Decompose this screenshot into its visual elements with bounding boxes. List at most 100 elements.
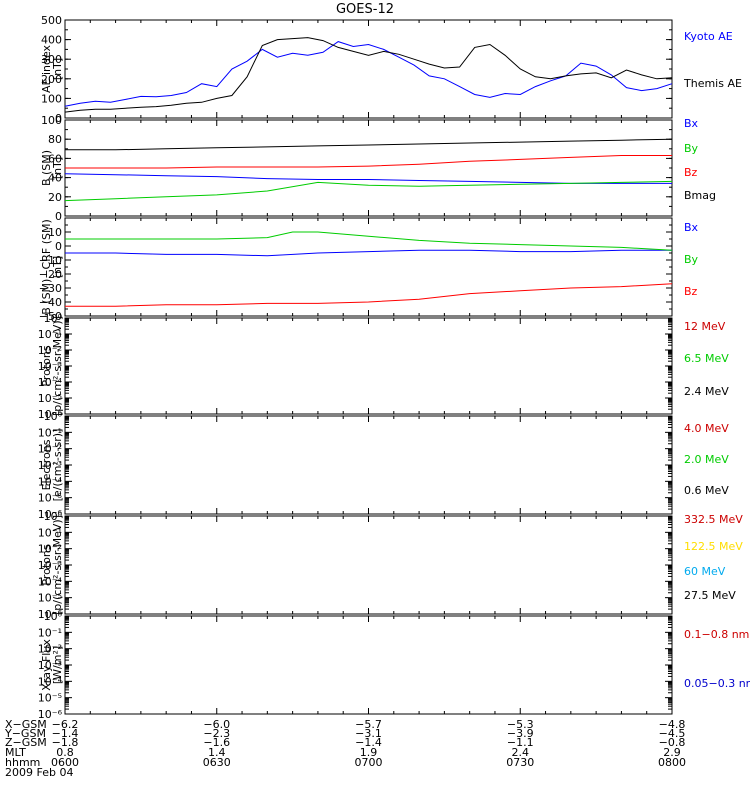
y-axis-label: B (SM) [40, 150, 53, 186]
x-row-value: 1.4 [208, 746, 226, 759]
x-row-value: 2.4 [512, 746, 530, 759]
plot-title: GOES-12 [336, 2, 394, 17]
y-axis-unit: [nT] [51, 58, 64, 80]
series-line-by [64, 180, 673, 202]
panel-frame [64, 19, 673, 119]
panel-6: 10⁰ 10⁻¹ 10⁻² 10⁻³ 10⁻⁴ 10⁻⁵ 10⁻⁶ Protons[p/(cm… [38, 510, 743, 621]
y-tick-label: 10⁻⁴ [38, 675, 63, 688]
y-tick-label: 10⁰ [44, 410, 63, 423]
series-line-bz [65, 283, 673, 307]
y-tick-label: 80 [48, 133, 62, 146]
series-line-bx [65, 249, 672, 257]
x-row-value: 0630 [203, 756, 231, 769]
series-line-by [65, 231, 673, 251]
legend-entry: Bmag [684, 189, 716, 202]
y-tick-label: 10⁻¹ [38, 328, 62, 341]
legend-entry: Themis AE [683, 77, 742, 90]
x-row-value: −6.0 [203, 718, 230, 731]
y-tick-label: 10⁻⁵ [38, 692, 62, 705]
panel-frame [64, 615, 673, 715]
x-axis-info: X−GSM −6.2 −6.0 −5.7 −5.3 −4.8 Y−GSM −1.4 −2.3 −3… [4, 718, 686, 779]
panel-frame [64, 317, 673, 415]
series-line-kyoto-ae [64, 41, 673, 107]
legend-entry: 2.0 MeV [684, 453, 729, 466]
legend-entry: 0.6 MeV [684, 484, 729, 497]
y-tick-label: −40 [39, 296, 62, 309]
y-tick-label: 500 [41, 14, 62, 27]
y-axis-label: B (SM)−CRF (SM) [40, 219, 53, 315]
y-tick-label: 10⁻² [38, 543, 62, 556]
legend-entry: By [684, 253, 699, 266]
x-row-value: −1.8 [52, 736, 79, 749]
y-tick-label: 300 [41, 53, 62, 66]
x-row-value: −4.5 [659, 727, 686, 740]
y-tick-label: 200 [41, 73, 62, 86]
series-line-themis-ae [64, 37, 673, 113]
legend-entry: Bz [684, 166, 698, 179]
legend-entry: 2.4 MeV [684, 385, 729, 398]
y-tick-label: 10⁻³ [38, 559, 62, 572]
y-tick-label: 40 [48, 172, 62, 185]
y-tick-label: 10⁻³ [38, 459, 62, 472]
x-row-value: −1.4 [355, 736, 382, 749]
y-tick-label: 400 [41, 34, 62, 47]
x-row-value: 1.9 [360, 746, 378, 759]
x-row-value: −4.8 [659, 718, 686, 731]
series-line-bmag [65, 138, 673, 151]
series-line-bx [64, 173, 672, 184]
y-axis-label: Protons [40, 345, 53, 386]
y-tick-label: 10⁻³ [38, 659, 62, 672]
legend-entry: 4.0 MeV [684, 422, 729, 435]
x-row-label: Z−GSM [5, 736, 47, 749]
x-row-value: −0.8 [659, 736, 686, 749]
y-tick-label: 10⁻² [38, 643, 62, 656]
y-tick-label: −10 [39, 254, 62, 267]
y-axis-unit: [p/(cm²-s-sr-MeV)] [51, 515, 64, 615]
y-tick-label: −50 [39, 310, 62, 323]
x-row-value: 0.8 [56, 746, 74, 759]
y-tick-label: 10⁻⁵ [38, 492, 62, 505]
x-row-value: 0700 [355, 756, 383, 769]
x-row-value: 0800 [658, 756, 686, 769]
y-tick-label: 10⁻¹ [38, 426, 62, 439]
y-axis-label: AE index [40, 44, 53, 93]
y-axis-unit: [W/m²] [51, 646, 64, 684]
y-axis-unit: [e/(cm²-s-sr)] [51, 429, 64, 502]
x-row-value: −2.3 [203, 727, 230, 740]
y-axis-unit: [nT] [51, 256, 64, 278]
y-axis-unit: [nT] [51, 157, 64, 179]
legend-entry: By [684, 142, 699, 155]
y-tick-label: −30 [39, 282, 62, 295]
x-row-label: Y−GSM [4, 727, 46, 740]
x-row-value: −5.7 [355, 718, 382, 731]
y-tick-label: 10⁻² [38, 443, 62, 456]
y-tick-label: 10⁻³ [38, 360, 62, 373]
panel-frame [64, 415, 673, 515]
legend-entry: 332.5 MeV [684, 513, 743, 526]
legend-entry: 0.1−0.8 nm [684, 628, 749, 641]
y-tick-label: 0 [55, 112, 62, 125]
y-tick-label: 10 [48, 226, 62, 239]
x-row-value: −1.6 [203, 736, 230, 749]
panel-2: 0 20 40 60 80 100 B (SM)[nT] Bx By Bz Bmag [40, 114, 716, 223]
y-tick-label: 10⁰ [44, 610, 63, 623]
y-axis-label: Protons [40, 544, 53, 585]
legend-entry: Bx [684, 221, 699, 234]
x-row-value: −3.9 [507, 727, 534, 740]
y-axis-unit: [p/(cm²-s-sr-MeV)] [51, 316, 64, 416]
x-row-value: −1.1 [507, 736, 534, 749]
x-row-label: X−GSM [5, 718, 47, 731]
y-tick-label: 100 [41, 114, 62, 127]
legend-entry: Bx [684, 117, 699, 130]
legend-entry: Kyoto AE [684, 30, 733, 43]
x-row-value: −3.1 [355, 727, 382, 740]
panel-7: 10⁰ 10⁻¹ 10⁻² 10⁻³ 10⁻⁴ 10⁻⁵ 10⁻⁶ Xray Flux[W/m… [38, 610, 750, 721]
y-axis-label: Electrons [40, 439, 53, 490]
y-tick-label: 0 [55, 210, 62, 223]
y-tick-label: 10⁻⁴ [38, 475, 63, 488]
panel-4: 10⁰ 10⁻¹ 10⁻² 10⁻³ 10⁻⁴ 10⁻⁵ 10⁻⁶ Protons[p/(cm… [38, 312, 729, 421]
legend-entry: Bz [684, 285, 698, 298]
